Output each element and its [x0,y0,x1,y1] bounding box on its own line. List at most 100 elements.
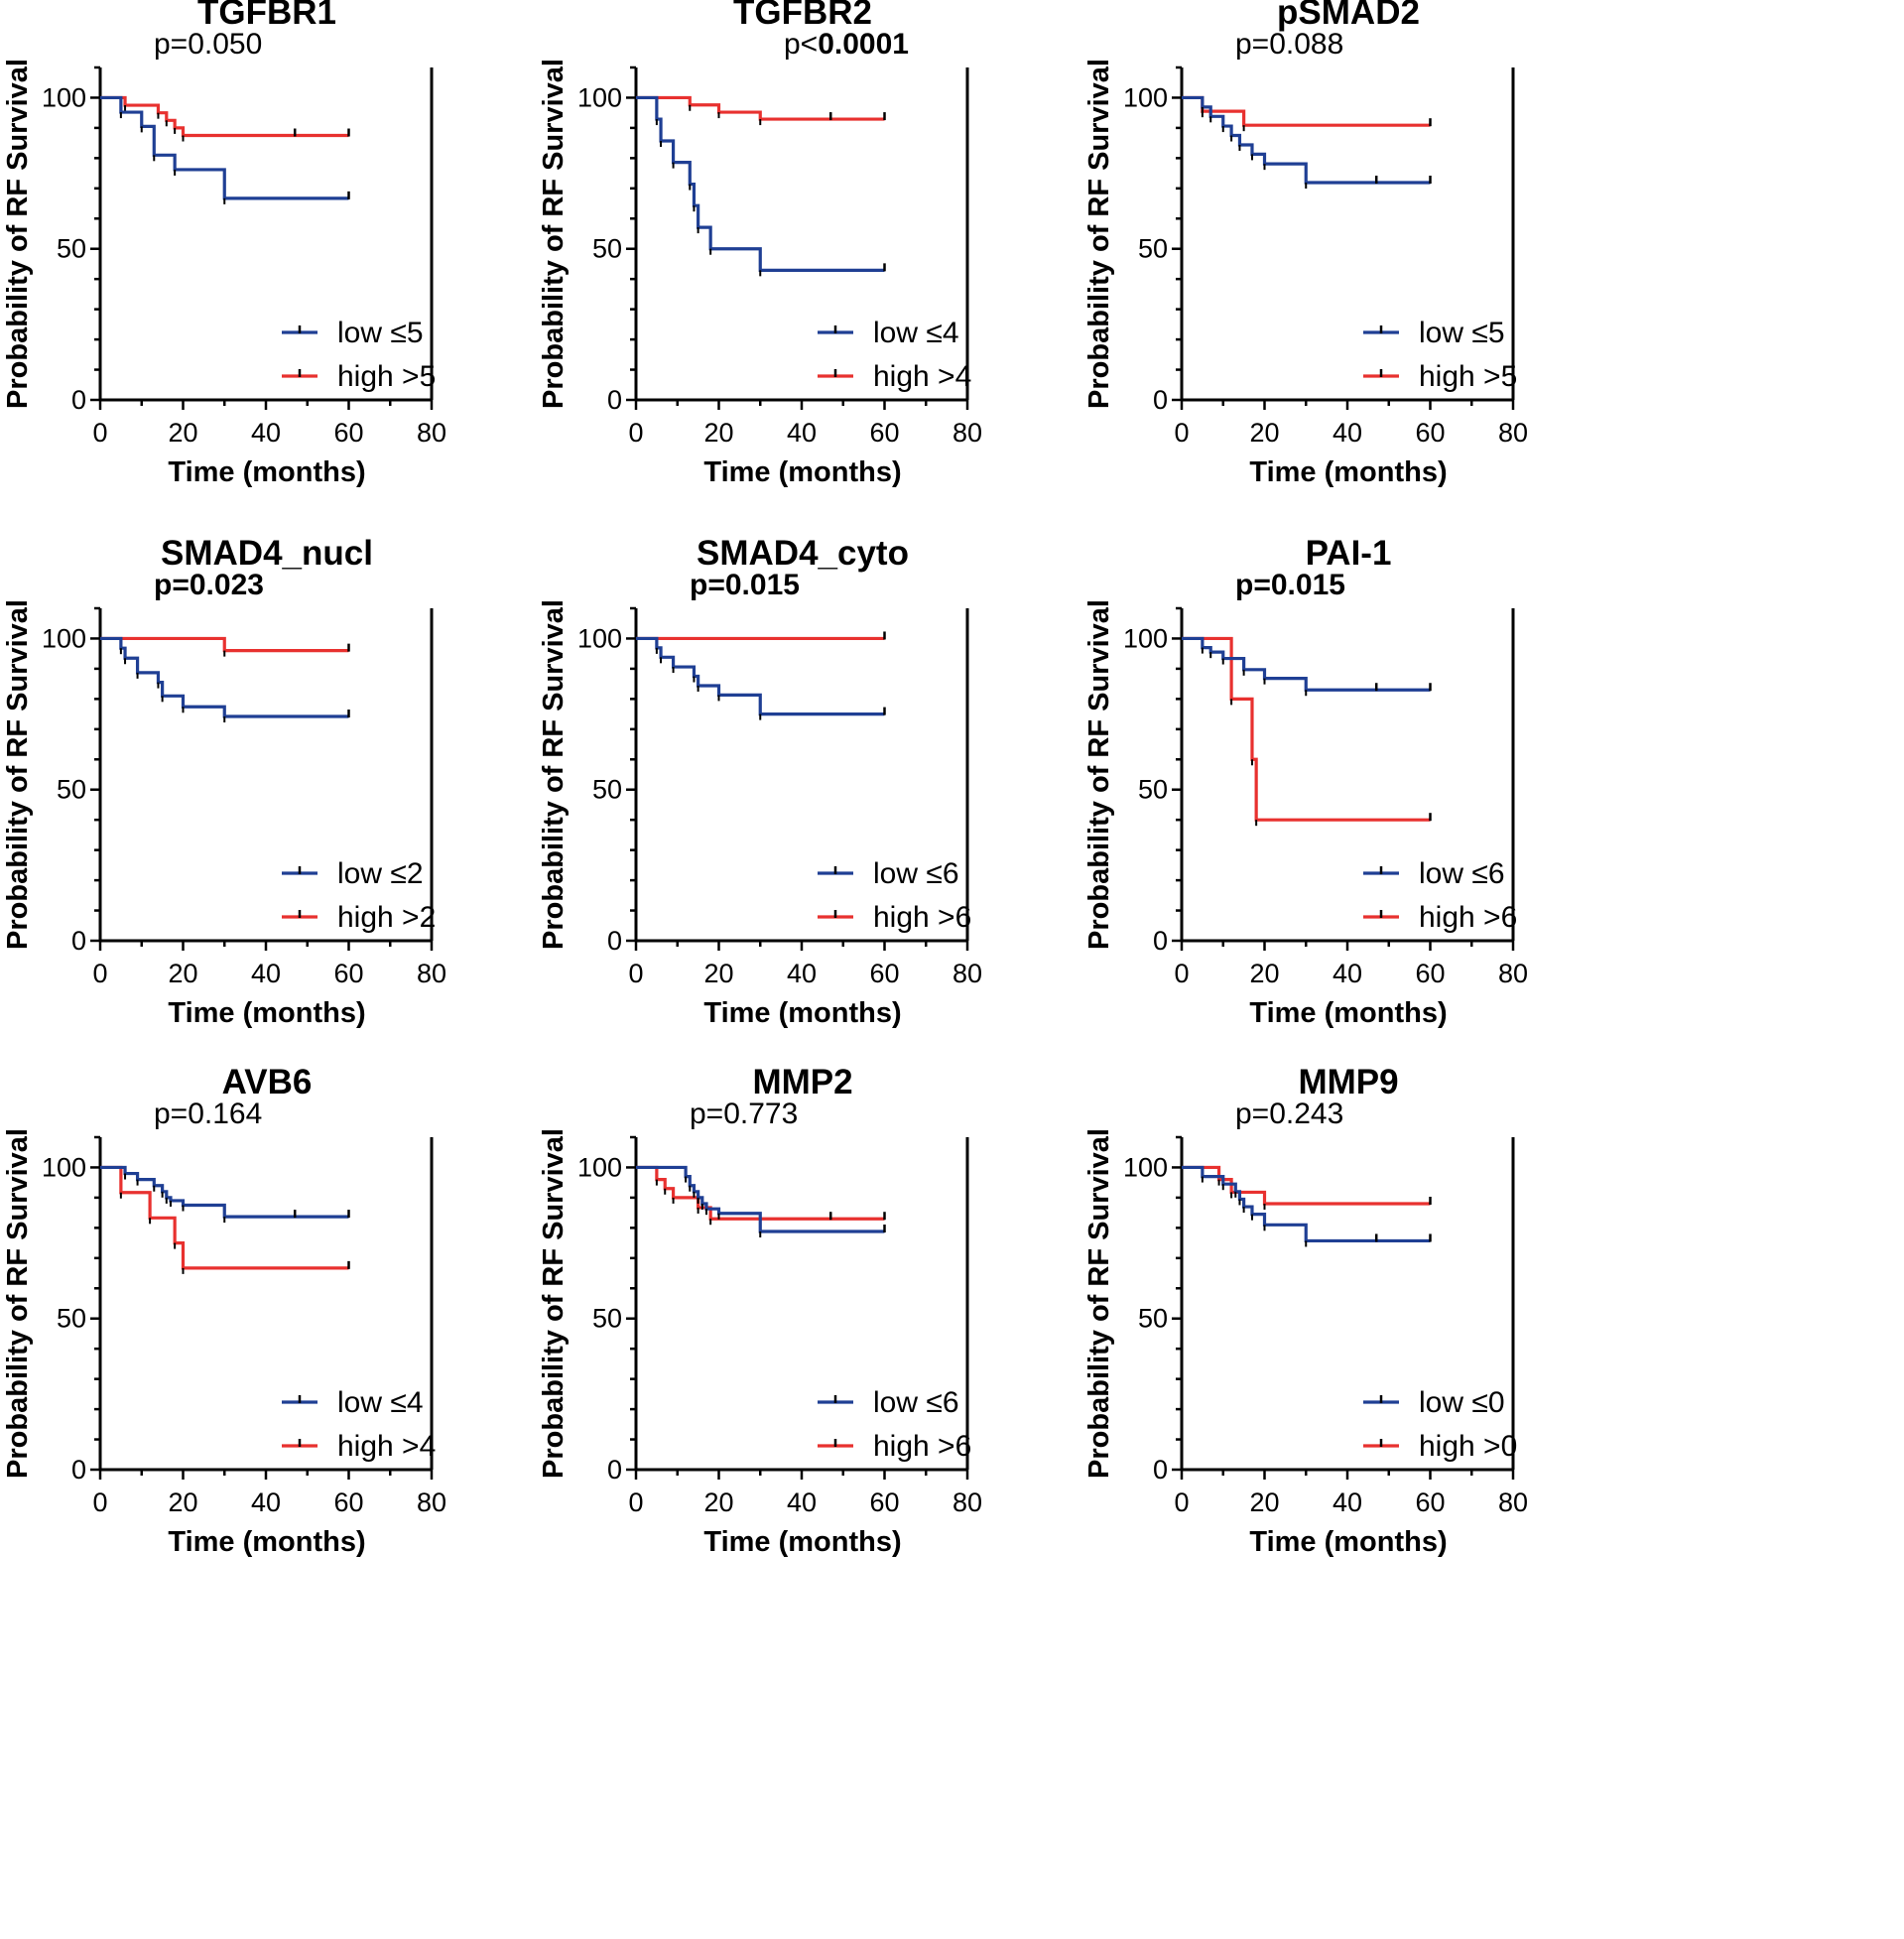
x-tick-label: 0 [628,1487,643,1517]
x-tick-label: 20 [168,1487,197,1517]
series-high-line [636,1165,885,1221]
km-panel-smad4-cyto: SMAD4_cyto p=0.015 0 50 100 0 20 40 60 80 Time (mo… [536,534,1171,1186]
x-axis-label: Time (months) [168,1526,365,1558]
km-panel-psmad2: pSMAD2 p=0.088 0 50 100 0 20 40 60 80 Time (months… [1081,0,1716,645]
x-tick-label: 40 [251,959,281,988]
legend-label-low: low ≤5 [337,317,424,349]
x-tick-label: 0 [92,959,107,988]
y-tick-label: 50 [1138,775,1168,805]
legend-label-high: high >2 [337,901,436,934]
series-high-line [100,95,349,138]
x-tick-label: 80 [952,1487,982,1517]
legend-label-high: high >6 [873,901,971,934]
series-low-line [636,1165,885,1233]
x-tick-label: 80 [417,418,446,448]
x-tick-label: 0 [92,1487,107,1517]
legend-label-low: low ≤6 [873,857,959,890]
y-tick-label: 50 [1138,1304,1168,1334]
x-tick-label: 80 [417,959,446,988]
legend-label-low: low ≤6 [1419,857,1505,890]
y-tick-label: 0 [1153,926,1168,956]
chart-title: TGFBR2 [733,0,872,32]
chart-title: AVB6 [222,1063,313,1101]
x-tick-label: 60 [869,418,899,448]
series-low-line [636,95,885,272]
x-axis-label: Time (months) [1249,1526,1447,1558]
x-tick-label: 20 [168,418,197,448]
legend-label-high: high >0 [1419,1430,1517,1463]
x-tick-label: 80 [1498,1487,1528,1517]
chart-title: pSMAD2 [1277,0,1420,32]
legend-label-low: low ≤0 [1419,1386,1505,1419]
p-value-number: 0.015 [725,569,800,601]
p-value-prefix: p= [1235,569,1271,601]
x-axis-label: Time (months) [703,1526,901,1558]
series-low-line [100,95,349,200]
y-tick-label: 50 [57,775,86,805]
series-low-line [100,1165,349,1219]
y-tick-label: 50 [592,775,622,805]
y-tick-label: 50 [57,234,86,264]
y-tick-label: 100 [1123,623,1168,653]
y-axis-label: Probability of RF Survival [2,1128,34,1479]
chart-title: SMAD4_cyto [697,534,909,573]
p-value: p=0.164 [154,1098,262,1130]
y-tick-label: 100 [577,623,622,653]
x-axis-label: Time (months) [168,456,365,488]
y-tick-label: 0 [71,385,86,415]
km-panel-pai-1: PAI-1 p=0.015 0 50 100 0 20 40 60 80 Time (months)… [1081,534,1716,1186]
legend-label-high: high >5 [337,360,436,393]
y-axis-label: Probability of RF Survival [2,59,34,409]
p-value: p=0.088 [1235,28,1343,61]
p-value-number: 0.015 [1271,569,1345,601]
y-axis-label: Probability of RF Survival [2,599,34,950]
y-tick-label: 50 [592,234,622,264]
series-low-line [1182,95,1431,185]
p-value-number: 0.050 [188,28,262,61]
series-high-line [100,1165,349,1270]
p-value-number: 0.243 [1269,1098,1343,1130]
legend-label-low: low ≤6 [873,1386,959,1419]
legend-label-low: low ≤2 [337,857,424,890]
series-low-line [636,636,885,716]
series-high-line [1182,636,1431,822]
series-low-line [100,636,349,718]
x-tick-label: 20 [703,1487,733,1517]
y-axis-label: Probability of RF Survival [538,1128,570,1479]
chart-title: PAI-1 [1306,534,1392,573]
x-tick-label: 0 [628,418,643,448]
x-tick-label: 60 [869,959,899,988]
x-tick-label: 40 [1333,959,1362,988]
x-axis-label: Time (months) [1249,997,1447,1029]
legend-label-low: low ≤4 [873,317,959,349]
x-tick-label: 60 [1415,418,1445,448]
p-value: p=0.023 [154,569,264,601]
y-tick-label: 50 [1138,234,1168,264]
p-value-number: 0.773 [723,1098,798,1130]
p-value: p=0.015 [690,569,800,601]
x-tick-label: 60 [333,418,363,448]
x-tick-label: 80 [952,959,982,988]
x-axis-label: Time (months) [703,997,901,1029]
p-value-prefix: p= [1235,28,1269,61]
y-tick-label: 100 [42,623,86,653]
y-tick-label: 100 [577,82,622,112]
chart-title: SMAD4_nucl [161,534,373,573]
x-tick-label: 40 [787,1487,817,1517]
y-axis-label: Probability of RF Survival [1083,1128,1115,1479]
x-axis-label: Time (months) [703,456,901,488]
x-tick-label: 20 [703,418,733,448]
x-tick-label: 40 [787,418,817,448]
p-value-number: 0.088 [1269,28,1343,61]
x-tick-label: 0 [1174,418,1189,448]
x-tick-label: 60 [869,1487,899,1517]
legend-label-low: low ≤4 [337,1386,424,1419]
km-panel-tgfbr1: TGFBR1 p=0.050 0 50 100 0 20 40 60 80 Time (months… [0,0,635,645]
x-tick-label: 0 [628,959,643,988]
p-value: p=0.773 [690,1098,798,1130]
